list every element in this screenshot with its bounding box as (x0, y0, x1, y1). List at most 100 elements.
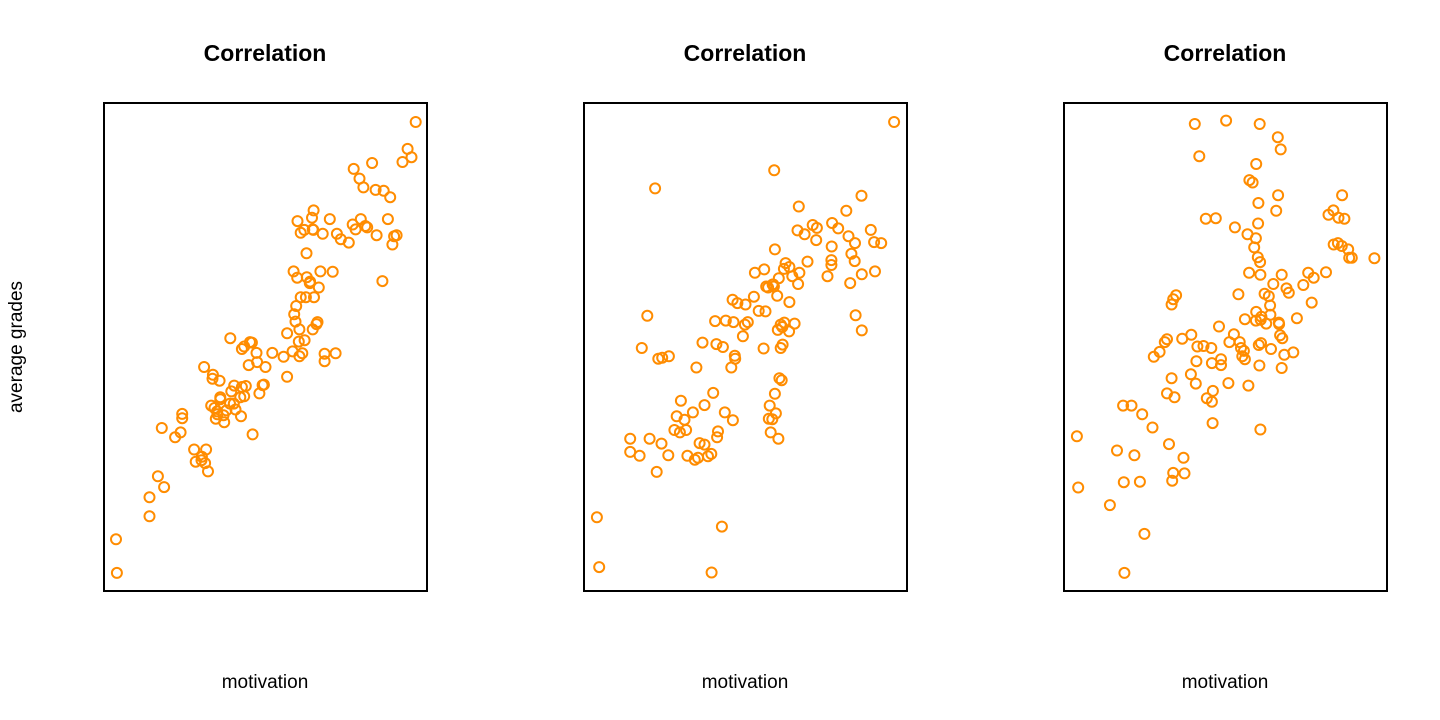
panel-2-data-point (593, 561, 606, 574)
panel-2-data-point (763, 399, 776, 412)
panel-3-data-point (1209, 212, 1222, 225)
panel-3-data-point (1161, 333, 1173, 346)
panel-2-data-point (727, 316, 740, 329)
panel-2-data-point (686, 406, 699, 419)
panel-3-data-point (1265, 343, 1277, 355)
panel-1-data-point (377, 184, 390, 197)
panel-2-data-point (715, 520, 728, 533)
panel-2-data-point (674, 394, 687, 407)
panel-2-data-point (712, 425, 724, 438)
panel-3-data-point (1232, 288, 1245, 301)
panel-3-data-point (1193, 150, 1206, 163)
panel-3-data-point (1254, 268, 1267, 281)
panel-1-data-point (266, 346, 279, 359)
panel-1-data-point (235, 410, 247, 423)
panel-1-data-point (195, 454, 208, 467)
panel-1-data-point (211, 408, 224, 421)
panel-3-data-point (1138, 527, 1151, 540)
panel-3-plot-frame (1063, 102, 1388, 592)
panel-1-data-point (281, 370, 294, 383)
panel-2-data-point (705, 566, 718, 579)
panel-1-data-point (287, 265, 300, 278)
panel-2-data-point (649, 182, 662, 195)
panel-1-data-point (206, 368, 219, 381)
panel-2-data-point (693, 437, 706, 450)
panel-1-data-point (158, 481, 171, 494)
panel-2-data-point (760, 280, 773, 293)
panel-1-data-point (228, 379, 241, 392)
panel-1-data-point (300, 247, 313, 260)
panel-3-data-point (1215, 353, 1227, 366)
panel-1-data-point (188, 443, 201, 456)
panel-2-data-point (771, 289, 784, 302)
panel-2-data-point (845, 247, 858, 260)
panel-3-data-point (1223, 336, 1236, 349)
panel-1-data-point (224, 332, 237, 345)
panel-3-data-point (1228, 221, 1241, 234)
panel-3-data-point (1255, 337, 1267, 350)
panel-1-data-point (409, 116, 422, 128)
panel-3-data-point (1072, 481, 1085, 494)
panel-3-data-point (1233, 336, 1246, 349)
panel-2-data-point (888, 116, 901, 128)
panel-2-data-point (768, 243, 781, 256)
panel-3-data-point (1133, 475, 1146, 488)
panel-2-data-point (705, 447, 718, 460)
panel-2-data-point (810, 234, 823, 247)
panel-1-data-point (312, 281, 325, 294)
panel-3-title: Correlation (1164, 40, 1287, 66)
panel-3-points (1070, 114, 1381, 579)
panel-1-data-point (293, 323, 306, 336)
panel-2-data-point (798, 228, 811, 241)
panel-2-data-point (650, 465, 663, 478)
panel-1-plot-frame (103, 102, 428, 592)
panel-2-data-point (868, 236, 881, 249)
panel-3-data-point (1250, 158, 1263, 170)
panel-2-data-point (624, 445, 637, 458)
panel-2-data-point (662, 350, 675, 363)
panel-3-data-point (1177, 451, 1190, 464)
panel-1-data-point (318, 347, 331, 360)
panel-3-data-point (1276, 332, 1289, 345)
panel-1-data-point (294, 226, 307, 239)
panel-1-data-point (308, 291, 320, 304)
panel-2-data-point (788, 317, 801, 330)
panel-2-data-point (728, 349, 741, 362)
panel-1-data-point (238, 340, 251, 353)
panel-2-data-point (793, 266, 806, 279)
panel-2-data-point (747, 290, 760, 303)
panel-3-data-point (1243, 174, 1256, 187)
panel-3: Correlation motivation (1063, 40, 1388, 693)
panel-2-data-point (772, 432, 785, 445)
panel-2-data-point (759, 305, 772, 318)
panel-3-data-point (1189, 377, 1202, 390)
panel-3-data-point (1185, 328, 1198, 341)
panel-2-data-point (825, 240, 838, 253)
panel-3-data-point (1125, 399, 1138, 412)
panel-1-data-point (225, 385, 238, 398)
panel-3-data-point (1158, 336, 1171, 349)
panel-3-data-point (1222, 377, 1235, 390)
panel-3-data-point (1274, 329, 1287, 342)
panel-1-data-point (143, 491, 156, 504)
panel-2-data-point (825, 259, 838, 271)
panel-2-data-point (842, 230, 855, 243)
panel-1-data-point (381, 213, 394, 226)
panel-1-data-point (306, 323, 319, 336)
panel-2-data-point (864, 223, 877, 236)
panel-3-data-point (1117, 476, 1130, 489)
panel-1-data-point (257, 378, 270, 391)
panel-2-data-point (855, 189, 868, 202)
panel-3-data-point (1205, 342, 1218, 354)
panel-2-data-point (844, 277, 857, 290)
panel-3-data-point (1167, 466, 1180, 479)
panel-2-data-point (848, 255, 861, 268)
panel-2-data-point (711, 431, 724, 444)
panel-1-data-point (291, 215, 304, 228)
panel-2-data-point (777, 262, 790, 275)
panel-2-data-point (670, 410, 683, 423)
panel-1-data-point (384, 191, 397, 204)
panel-3-data-point (1213, 320, 1225, 333)
panel-1-data-point (347, 162, 360, 175)
panel-3-data-point (1320, 266, 1332, 279)
